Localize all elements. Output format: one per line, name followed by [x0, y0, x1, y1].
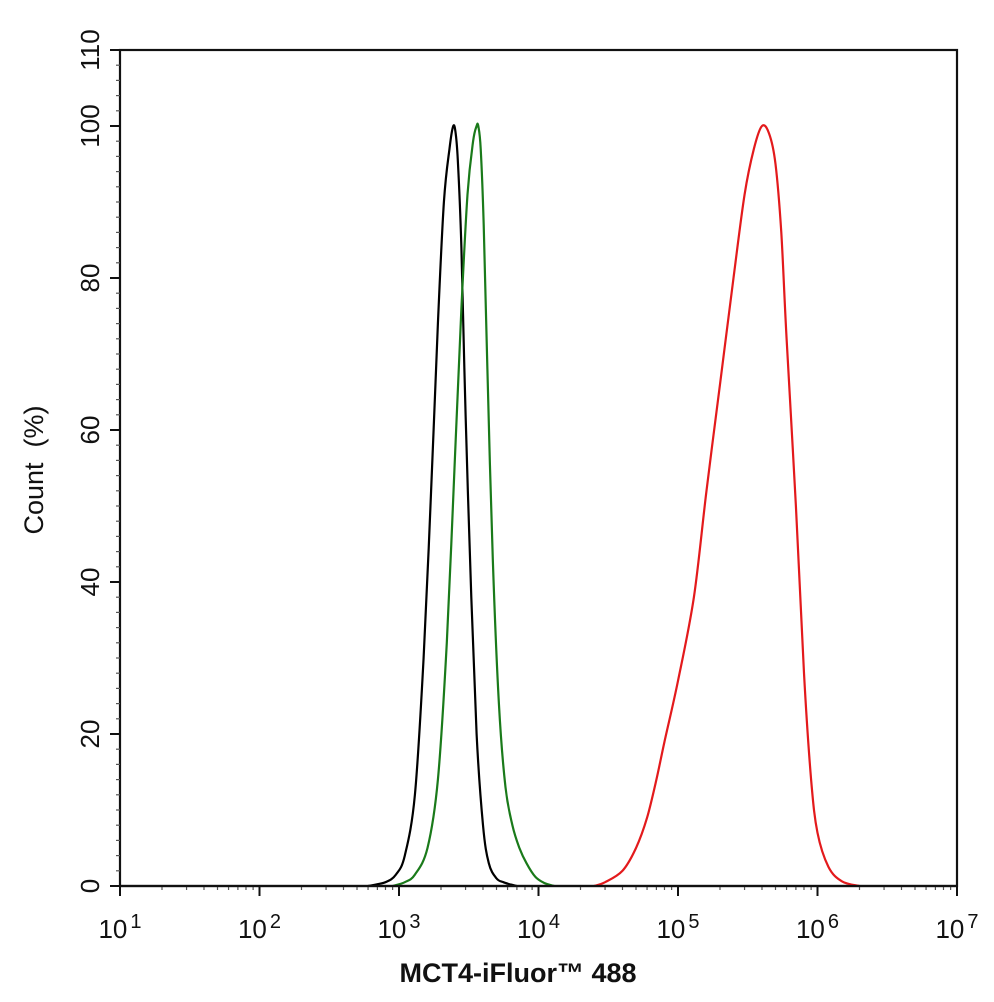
x-tick-labels: 10 1 10 2 10 3 10 4 10 5 10 6 10 7 — [98, 911, 978, 944]
y-tick-label: 40 — [75, 568, 105, 597]
y-tick-label: 0 — [75, 879, 105, 893]
x-tick-label: 10 1 — [98, 911, 141, 944]
y-tick-label: 20 — [75, 720, 105, 749]
x-tick-label: 10 3 — [377, 911, 420, 944]
y-tick-label: 60 — [75, 416, 105, 445]
y-minor-ticks — [116, 49, 120, 887]
x-tick-label: 10 6 — [796, 911, 839, 944]
series-line-2 — [392, 122, 555, 888]
histogram-curves — [120, 122, 957, 888]
y-tick-label: 80 — [75, 264, 105, 293]
series-line-3 — [593, 124, 860, 888]
x-tick-label: 10 2 — [238, 911, 281, 944]
x-major-ticks — [119, 886, 958, 896]
y-tick-label: 110 — [75, 29, 105, 70]
x-tick-label: 10 4 — [517, 911, 560, 944]
series-line-1 — [367, 124, 518, 888]
x-tick-label: 10 5 — [656, 911, 699, 944]
y-tick-label: 100 — [75, 104, 105, 147]
plot-frame — [118, 48, 959, 888]
y-tick-labels: 0 20 40 60 80 100 110 — [75, 29, 105, 893]
x-axis-title: MCT4-iFluor™ 488 — [399, 958, 636, 988]
y-axis-title: Count (%) — [19, 405, 49, 534]
y-major-ticks — [110, 49, 120, 887]
x-tick-label: 10 7 — [935, 911, 978, 944]
